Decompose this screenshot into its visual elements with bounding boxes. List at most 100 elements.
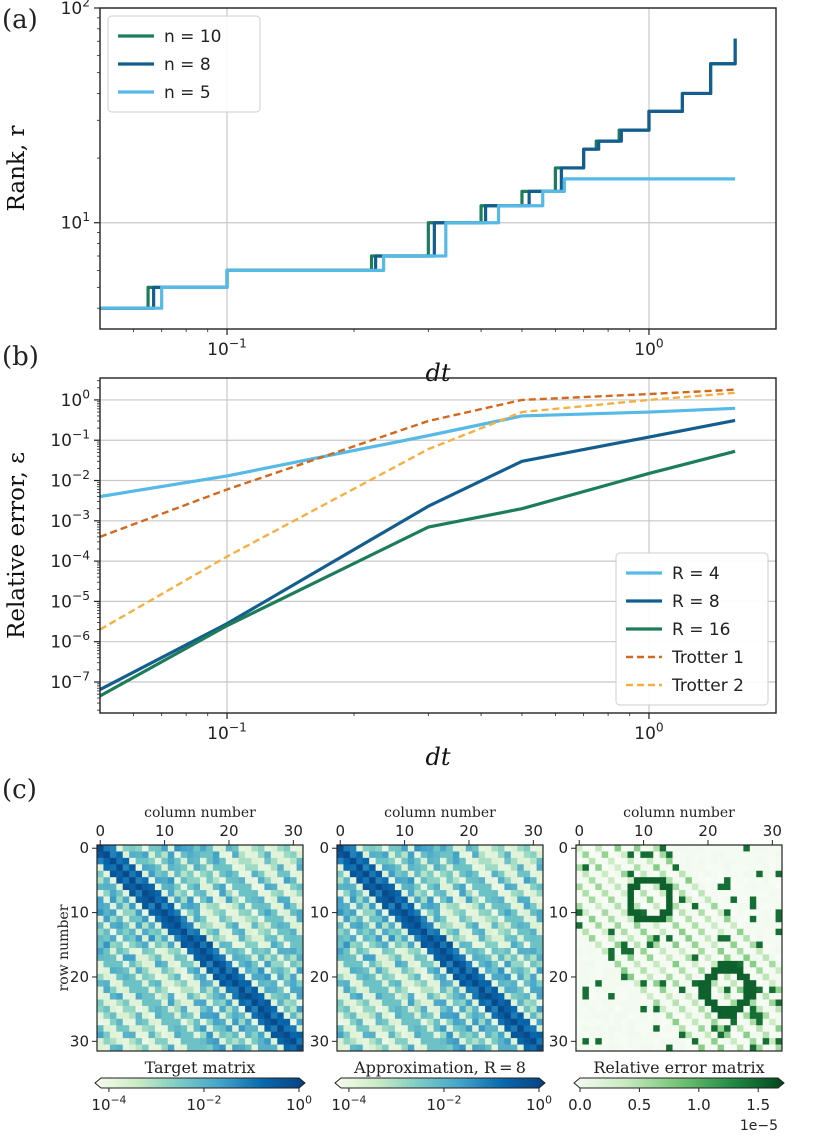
- matrix-cell: [440, 902, 447, 910]
- matrix-cell: [257, 877, 265, 884]
- matrix-cell: [167, 986, 175, 994]
- matrix-cell: [420, 1018, 428, 1026]
- matrix-cell: [257, 960, 265, 968]
- matrix-cell: [369, 851, 376, 859]
- matrix-cell: [736, 896, 744, 904]
- matrix-cell: [530, 1044, 537, 1052]
- matrix-cell: [704, 973, 712, 981]
- matrix-cell: [698, 870, 706, 878]
- matrix-cell: [420, 1044, 428, 1052]
- matrix-cell: [485, 986, 492, 994]
- matrix-cell: [187, 870, 194, 878]
- matrix-cell: [232, 986, 239, 994]
- matrix-cell: [749, 1025, 757, 1032]
- matrix-cell: [459, 999, 467, 1007]
- matrix-cell: [187, 883, 194, 891]
- matrix-cell: [142, 851, 149, 859]
- matrix-cell: [704, 909, 712, 917]
- matrix-cell: [614, 877, 622, 884]
- matrix-cell: [736, 967, 744, 975]
- matrix-cell: [504, 915, 512, 923]
- matrix-cell: [238, 1018, 246, 1026]
- matrix-cell: [212, 851, 220, 859]
- matrix-cell: [375, 954, 383, 962]
- matrix-cell: [343, 864, 351, 872]
- matrix-cell: [382, 954, 389, 962]
- matrix-cell: [343, 1044, 351, 1052]
- matrix-cell: [633, 960, 641, 968]
- matrix-cell: [388, 1025, 396, 1032]
- matrix-cell: [375, 980, 383, 987]
- matrix-cell: [446, 935, 454, 942]
- matrix-cell: [756, 902, 763, 910]
- matrix-cell: [375, 1031, 383, 1039]
- matrix-cell: [206, 941, 214, 949]
- matrix-cell: [401, 1038, 409, 1045]
- matrix-cell: [646, 870, 654, 878]
- matrix-cell: [672, 1038, 680, 1045]
- matrix-cell: [206, 896, 214, 904]
- matrix-cell: [394, 896, 402, 904]
- matrix-cell: [653, 915, 660, 923]
- matrix-cell: [394, 960, 402, 968]
- matrix-cell: [193, 896, 201, 904]
- matrix-cell: [167, 845, 175, 852]
- matrix-cell: [225, 870, 233, 878]
- row-tick-label: 10: [70, 904, 89, 922]
- matrix-cell: [116, 1005, 124, 1013]
- matrix-cell: [704, 1025, 712, 1032]
- matrix-cell: [225, 877, 233, 884]
- matrix-cell: [283, 928, 291, 936]
- matrix-cell: [614, 993, 622, 1000]
- matrix-cell: [414, 999, 421, 1007]
- matrix-cell: [97, 877, 104, 884]
- matrix-cell: [478, 864, 486, 872]
- matrix-cell: [588, 967, 596, 975]
- matrix-cell: [129, 909, 136, 917]
- matrix-cell: [582, 954, 590, 962]
- matrix-cell: [685, 1012, 693, 1020]
- matrix-cell: [497, 877, 505, 884]
- matrix-cell: [595, 1018, 603, 1026]
- matrix-cell: [627, 883, 635, 891]
- matrix-cell: [769, 928, 776, 936]
- matrix-cell: [427, 857, 434, 865]
- matrix-cell: [154, 999, 162, 1007]
- matrix-cell: [576, 890, 583, 897]
- matrix-cell: [245, 1025, 252, 1032]
- matrix-cell: [407, 935, 415, 942]
- matrix-cell: [775, 928, 783, 936]
- matrix-cell: [653, 948, 660, 955]
- matrix-cell: [691, 922, 699, 929]
- matrix-cell: [478, 954, 486, 962]
- matrix-cell: [264, 877, 272, 884]
- matrix-cell: [588, 948, 596, 955]
- matrix-cell: [349, 928, 357, 936]
- matrix-cell: [653, 954, 660, 962]
- matrix-cell: [180, 999, 188, 1007]
- matrix-cell: [576, 928, 583, 936]
- matrix-cell: [749, 935, 757, 942]
- matrix-cell: [646, 845, 654, 852]
- matrix-cell: [343, 902, 351, 910]
- matrix-cell: [504, 1031, 512, 1039]
- matrix-cell: [356, 845, 364, 852]
- matrix-cell: [193, 1012, 201, 1020]
- matrix-cell: [225, 941, 233, 949]
- matrix-cell: [485, 967, 492, 975]
- matrix-cell: [523, 928, 531, 936]
- matrix-cell: [704, 941, 712, 949]
- matrix-cell: [290, 896, 297, 904]
- matrix-cell: [440, 922, 447, 929]
- matrix-cell: [724, 928, 731, 936]
- matrix-cell: [717, 999, 725, 1007]
- matrix-cell: [627, 948, 635, 955]
- matrix-cell: [588, 870, 596, 878]
- matrix-cell: [769, 877, 776, 884]
- matrix-cell: [193, 928, 201, 936]
- matrix-cell: [238, 870, 246, 878]
- matrix-cell: [608, 845, 615, 852]
- matrix-cell: [116, 909, 124, 917]
- matrix-cell: [206, 1031, 214, 1039]
- matrix-cell: [219, 1038, 227, 1045]
